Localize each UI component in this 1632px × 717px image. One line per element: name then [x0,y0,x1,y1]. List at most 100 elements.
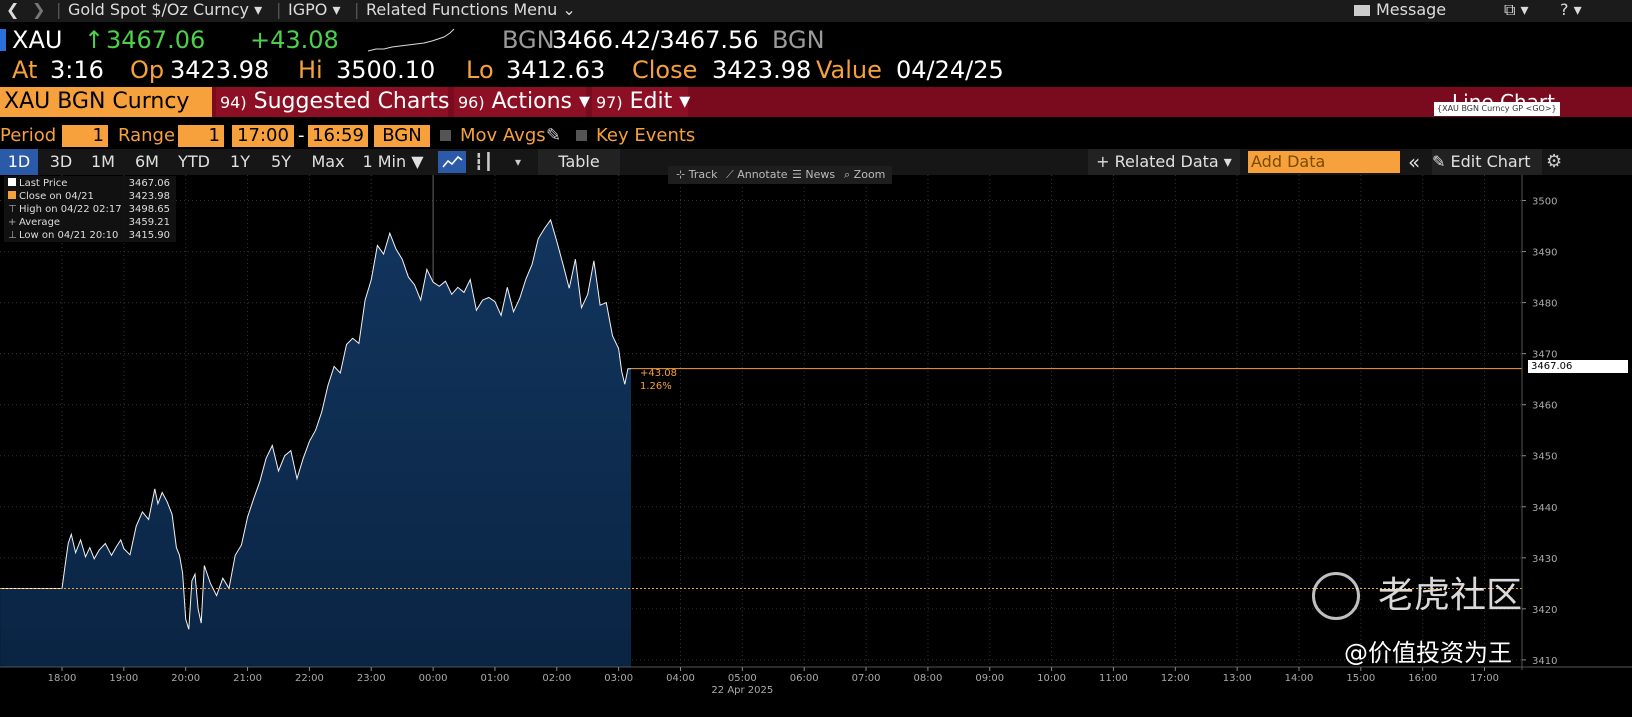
range-input[interactable]: 1 [178,125,224,147]
range-ytd-button[interactable]: YTD [178,152,210,171]
x-tick-label: 18:00 [48,673,77,684]
x-tick-label: 23:00 [357,673,386,684]
key-events-checkbox[interactable] [576,130,587,141]
zoom-tool[interactable]: ⌕ Zoom [844,168,886,181]
x-tick-label: 20:00 [171,673,200,684]
watermark-author: @价值投资为王 [1344,639,1512,667]
x-tick-label: 17:00 [1470,673,1499,684]
price-area-fill [0,219,632,667]
range-6m-button[interactable]: 6M [135,152,159,171]
range-1d-button[interactable]: 1D [0,149,38,175]
x-tick-label: 05:00 [728,673,757,684]
x-tick-label: 21:00 [233,673,262,684]
mov-avgs-checkbox[interactable] [440,130,451,141]
change-annotation: +43.08 1.26% [640,367,677,393]
back-icon[interactable]: ❮ [6,0,20,19]
legend-item[interactable]: Close on 04/21 3423.98 [8,190,172,203]
x-tick-label: 15:00 [1346,673,1375,684]
edit-menu[interactable]: 97) Edit ▾ [592,87,690,117]
close-value: 3423.98 [712,56,812,84]
suggested-charts-menu[interactable]: 94) Suggested Charts ▾ [216,87,468,117]
collapse-icon[interactable]: « [1408,150,1421,174]
nav-divider: | [56,0,62,19]
chart-grid [0,175,1522,667]
monitor-menu[interactable]: IGPO ▾ [288,0,341,19]
tiger-logo-icon [1312,572,1360,620]
forward-icon[interactable]: ❯ [32,0,46,19]
security-menu[interactable]: Gold Spot $/Oz Curncy ▾ [68,0,263,19]
edit-chart-button[interactable]: ✎ Edit Chart [1432,149,1542,175]
x-tick-label: 19:00 [109,673,138,684]
nav-divider: | [276,0,282,19]
x-tick-label: 04:00 [666,673,695,684]
mov-avgs-label[interactable]: Mov Avgs [460,125,546,146]
change-value: +43.08 [640,368,678,379]
x-tick-label: 12:00 [1161,673,1190,684]
annotate-tool[interactable]: ⟋ Annotate [726,168,788,181]
pencil-icon: ✎ [1432,152,1446,171]
y-tick-label: 3430 [1532,554,1557,565]
bar-chart-icon[interactable]: ┇┃ [474,152,494,171]
message-button[interactable]: Message [1354,0,1446,20]
y-tick-label: 3460 [1532,401,1557,412]
last-price: 3467.06 [106,26,206,54]
gear-icon[interactable]: ⚙ [1546,151,1563,172]
actions-menu[interactable]: 96) Actions ▾ [454,87,590,117]
x-tick-label: 22:00 [295,673,324,684]
y-tick-label: 3490 [1532,248,1557,259]
chart-style-dropdown-icon[interactable]: ▾ [514,155,522,169]
related-functions-menu[interactable]: Related Functions Menu ⌄ [366,0,576,19]
x-tick-label: 09:00 [975,673,1004,684]
chart-legend: Last Price 3467.06 Close on 04/21 3423.9… [4,176,176,242]
function-toolbar: XAU BGN Curncy 94) Suggested Charts ▾ 96… [0,87,1632,117]
line-chart-icon[interactable] [438,151,466,173]
period-controls: Period 1 Range 1 17:00 - 16:59 BGN Mov A… [0,124,1632,148]
track-tool[interactable]: ⊹ Track [676,168,718,181]
legend-item[interactable]: + Average 3459.21 [8,217,170,228]
period-input[interactable]: 1 [62,125,108,147]
y-tick-label: 3470 [1532,350,1557,361]
table-button[interactable]: Table [538,149,620,175]
x-tick-label: 13:00 [1223,673,1252,684]
legend-item[interactable]: ⊥ Low on 04/21 20:10 3415.90 [8,230,170,241]
x-tick-label: 16:00 [1408,673,1437,684]
quote-time: 3:16 [50,56,104,84]
end-time-input[interactable]: 16:59 [308,125,368,147]
legend-item[interactable]: ⊤ High on 04/22 02:17 3498.65 [8,204,170,215]
x-tick-label: 11:00 [1099,673,1128,684]
add-data-input[interactable]: Add Data [1248,151,1400,173]
start-time-input[interactable]: 17:00 [232,125,294,147]
x-date-label: 22 Apr 2025 [711,685,773,696]
legend-item[interactable]: Last Price 3467.06 [8,177,172,190]
security-field[interactable]: XAU BGN Curncy [0,87,212,117]
range-label: Range [118,125,176,146]
ticker-marker [0,29,6,51]
window-menu-icon[interactable]: ⧉ ▾ [1504,0,1529,19]
quote-line: XAU ↑ 3467.06 +43.08 BGN 3466.42/3467.56… [0,25,1632,55]
up-arrow-icon: ↑ [84,26,105,54]
bid-source: BGN [502,26,555,54]
help-icon[interactable]: ? ▾ [1560,0,1582,19]
low-label: Lo [466,56,494,84]
change-percent: 1.26% [640,381,672,392]
related-data-button[interactable]: + Related Data ▾ [1088,149,1240,175]
pencil-icon[interactable]: ✎ [546,125,562,146]
news-tool[interactable]: ☰ News [792,168,836,181]
bid-ask: 3466.42/3467.56 [552,26,759,54]
key-events-label[interactable]: Key Events [596,125,696,146]
range-5y-button[interactable]: 5Y [271,152,291,171]
y-tick-label: 3440 [1532,503,1557,514]
low-value: 3412.63 [506,56,606,84]
open-label: Op [130,56,165,84]
close-label: Close [632,56,698,84]
price-chart[interactable]: 3410 3420 3430 3440 3450 3460 3470 3480 3490 3500… [0,175,1632,717]
range-1y-button[interactable]: 1Y [230,152,250,171]
source-input[interactable]: BGN [374,125,430,147]
range-max-button[interactable]: Max [311,152,345,171]
y-tick-label: 3410 [1532,656,1557,667]
range-1m-button[interactable]: 1M [91,152,115,171]
range-3d-button[interactable]: 3D [49,152,73,171]
x-tick-label: 14:00 [1285,673,1314,684]
interval-dropdown[interactable]: 1 Min ▼ [362,152,424,171]
x-tick-label: 08:00 [913,673,942,684]
